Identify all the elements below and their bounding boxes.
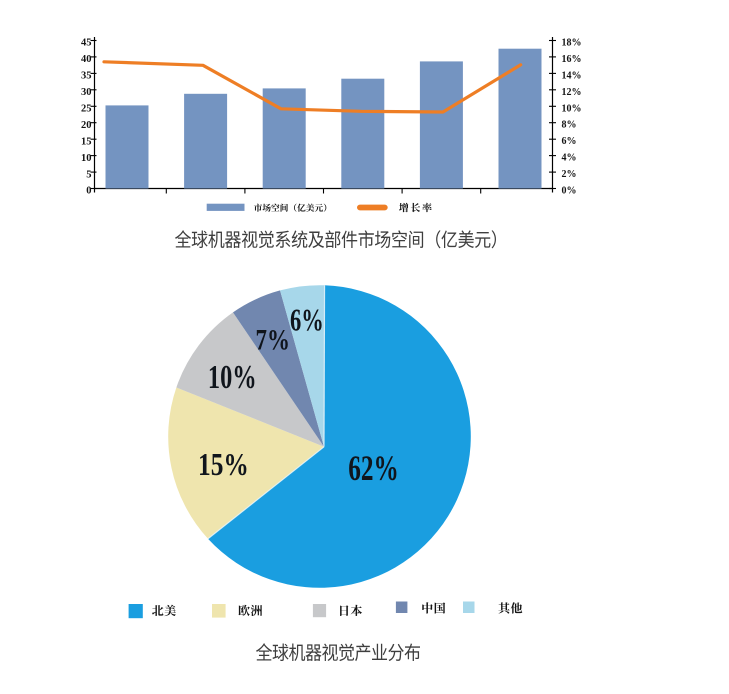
- svg-text:40: 40: [81, 54, 92, 65]
- svg-text:12%: 12%: [562, 87, 582, 98]
- svg-text:6%: 6%: [290, 302, 324, 338]
- svg-text:4%: 4%: [562, 153, 577, 164]
- svg-text:15%: 15%: [198, 447, 249, 482]
- svg-text:0: 0: [86, 186, 91, 197]
- svg-text:20: 20: [81, 120, 92, 131]
- svg-text:6%: 6%: [562, 136, 577, 147]
- svg-text:7%: 7%: [256, 323, 290, 357]
- svg-text:16%: 16%: [562, 54, 582, 65]
- svg-text:25: 25: [81, 104, 92, 115]
- svg-text:45: 45: [81, 38, 92, 49]
- svg-text:10%: 10%: [208, 359, 257, 396]
- svg-text:14%: 14%: [562, 70, 582, 81]
- svg-text:5: 5: [86, 169, 91, 180]
- svg-text:15: 15: [81, 136, 92, 147]
- svg-text:10%: 10%: [562, 103, 582, 114]
- svg-text:30: 30: [81, 87, 92, 98]
- svg-text:8%: 8%: [562, 120, 577, 131]
- svg-text:10: 10: [81, 153, 92, 164]
- svg-text:0%: 0%: [562, 186, 577, 197]
- svg-text:35: 35: [81, 71, 92, 82]
- svg-text:62%: 62%: [348, 448, 399, 489]
- svg-text:18%: 18%: [562, 38, 582, 49]
- svg-text:2%: 2%: [562, 169, 577, 180]
